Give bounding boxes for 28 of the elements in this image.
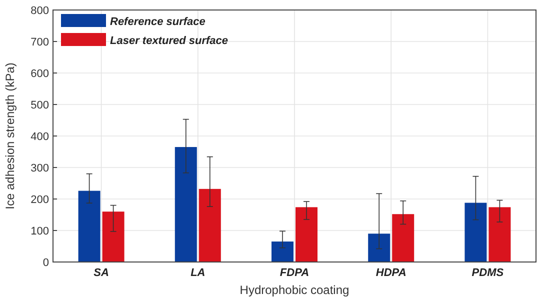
legend-label: Laser textured surface — [110, 34, 228, 47]
bar — [102, 212, 124, 262]
x-axis-title: Hydrophobic coating — [240, 283, 350, 297]
x-tick-label: SA — [94, 267, 109, 279]
y-tick-label: 200 — [30, 194, 49, 206]
bar — [296, 207, 318, 262]
bar — [174, 147, 197, 262]
x-tick-label: FDPA — [280, 267, 310, 279]
y-tick-label: 400 — [30, 130, 49, 143]
bar — [198, 188, 221, 262]
y-tick-label: 100 — [30, 225, 49, 238]
y-tick-label: 0 — [42, 256, 49, 269]
bar — [464, 202, 487, 262]
y-tick-label: 700 — [30, 36, 49, 48]
x-tick-label: HDPA — [376, 267, 406, 279]
bar — [272, 242, 294, 262]
legend-label: Reference surface — [110, 16, 206, 28]
y-tick-label: 500 — [30, 99, 49, 112]
bar — [392, 214, 414, 262]
y-tick-label: 600 — [30, 68, 49, 80]
bar — [488, 207, 511, 262]
x-tick-label: LA — [190, 267, 206, 279]
y-tick-label: 800 — [30, 4, 49, 17]
bar — [368, 234, 390, 262]
y-tick-label: 300 — [30, 162, 49, 174]
x-tick-label: PDMS — [472, 267, 504, 279]
y-axis-title: Ice adhesion strength (kPa) — [3, 62, 17, 210]
bar — [78, 190, 100, 262]
